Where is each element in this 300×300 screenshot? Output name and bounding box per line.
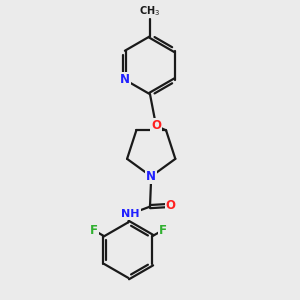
Text: O: O	[166, 199, 176, 212]
Text: NH: NH	[122, 209, 140, 219]
Text: O: O	[151, 119, 161, 132]
Text: F: F	[159, 224, 167, 237]
Text: N: N	[120, 73, 130, 86]
Text: CH$_3$: CH$_3$	[140, 4, 160, 18]
Text: N: N	[146, 170, 156, 183]
Text: F: F	[90, 224, 98, 237]
